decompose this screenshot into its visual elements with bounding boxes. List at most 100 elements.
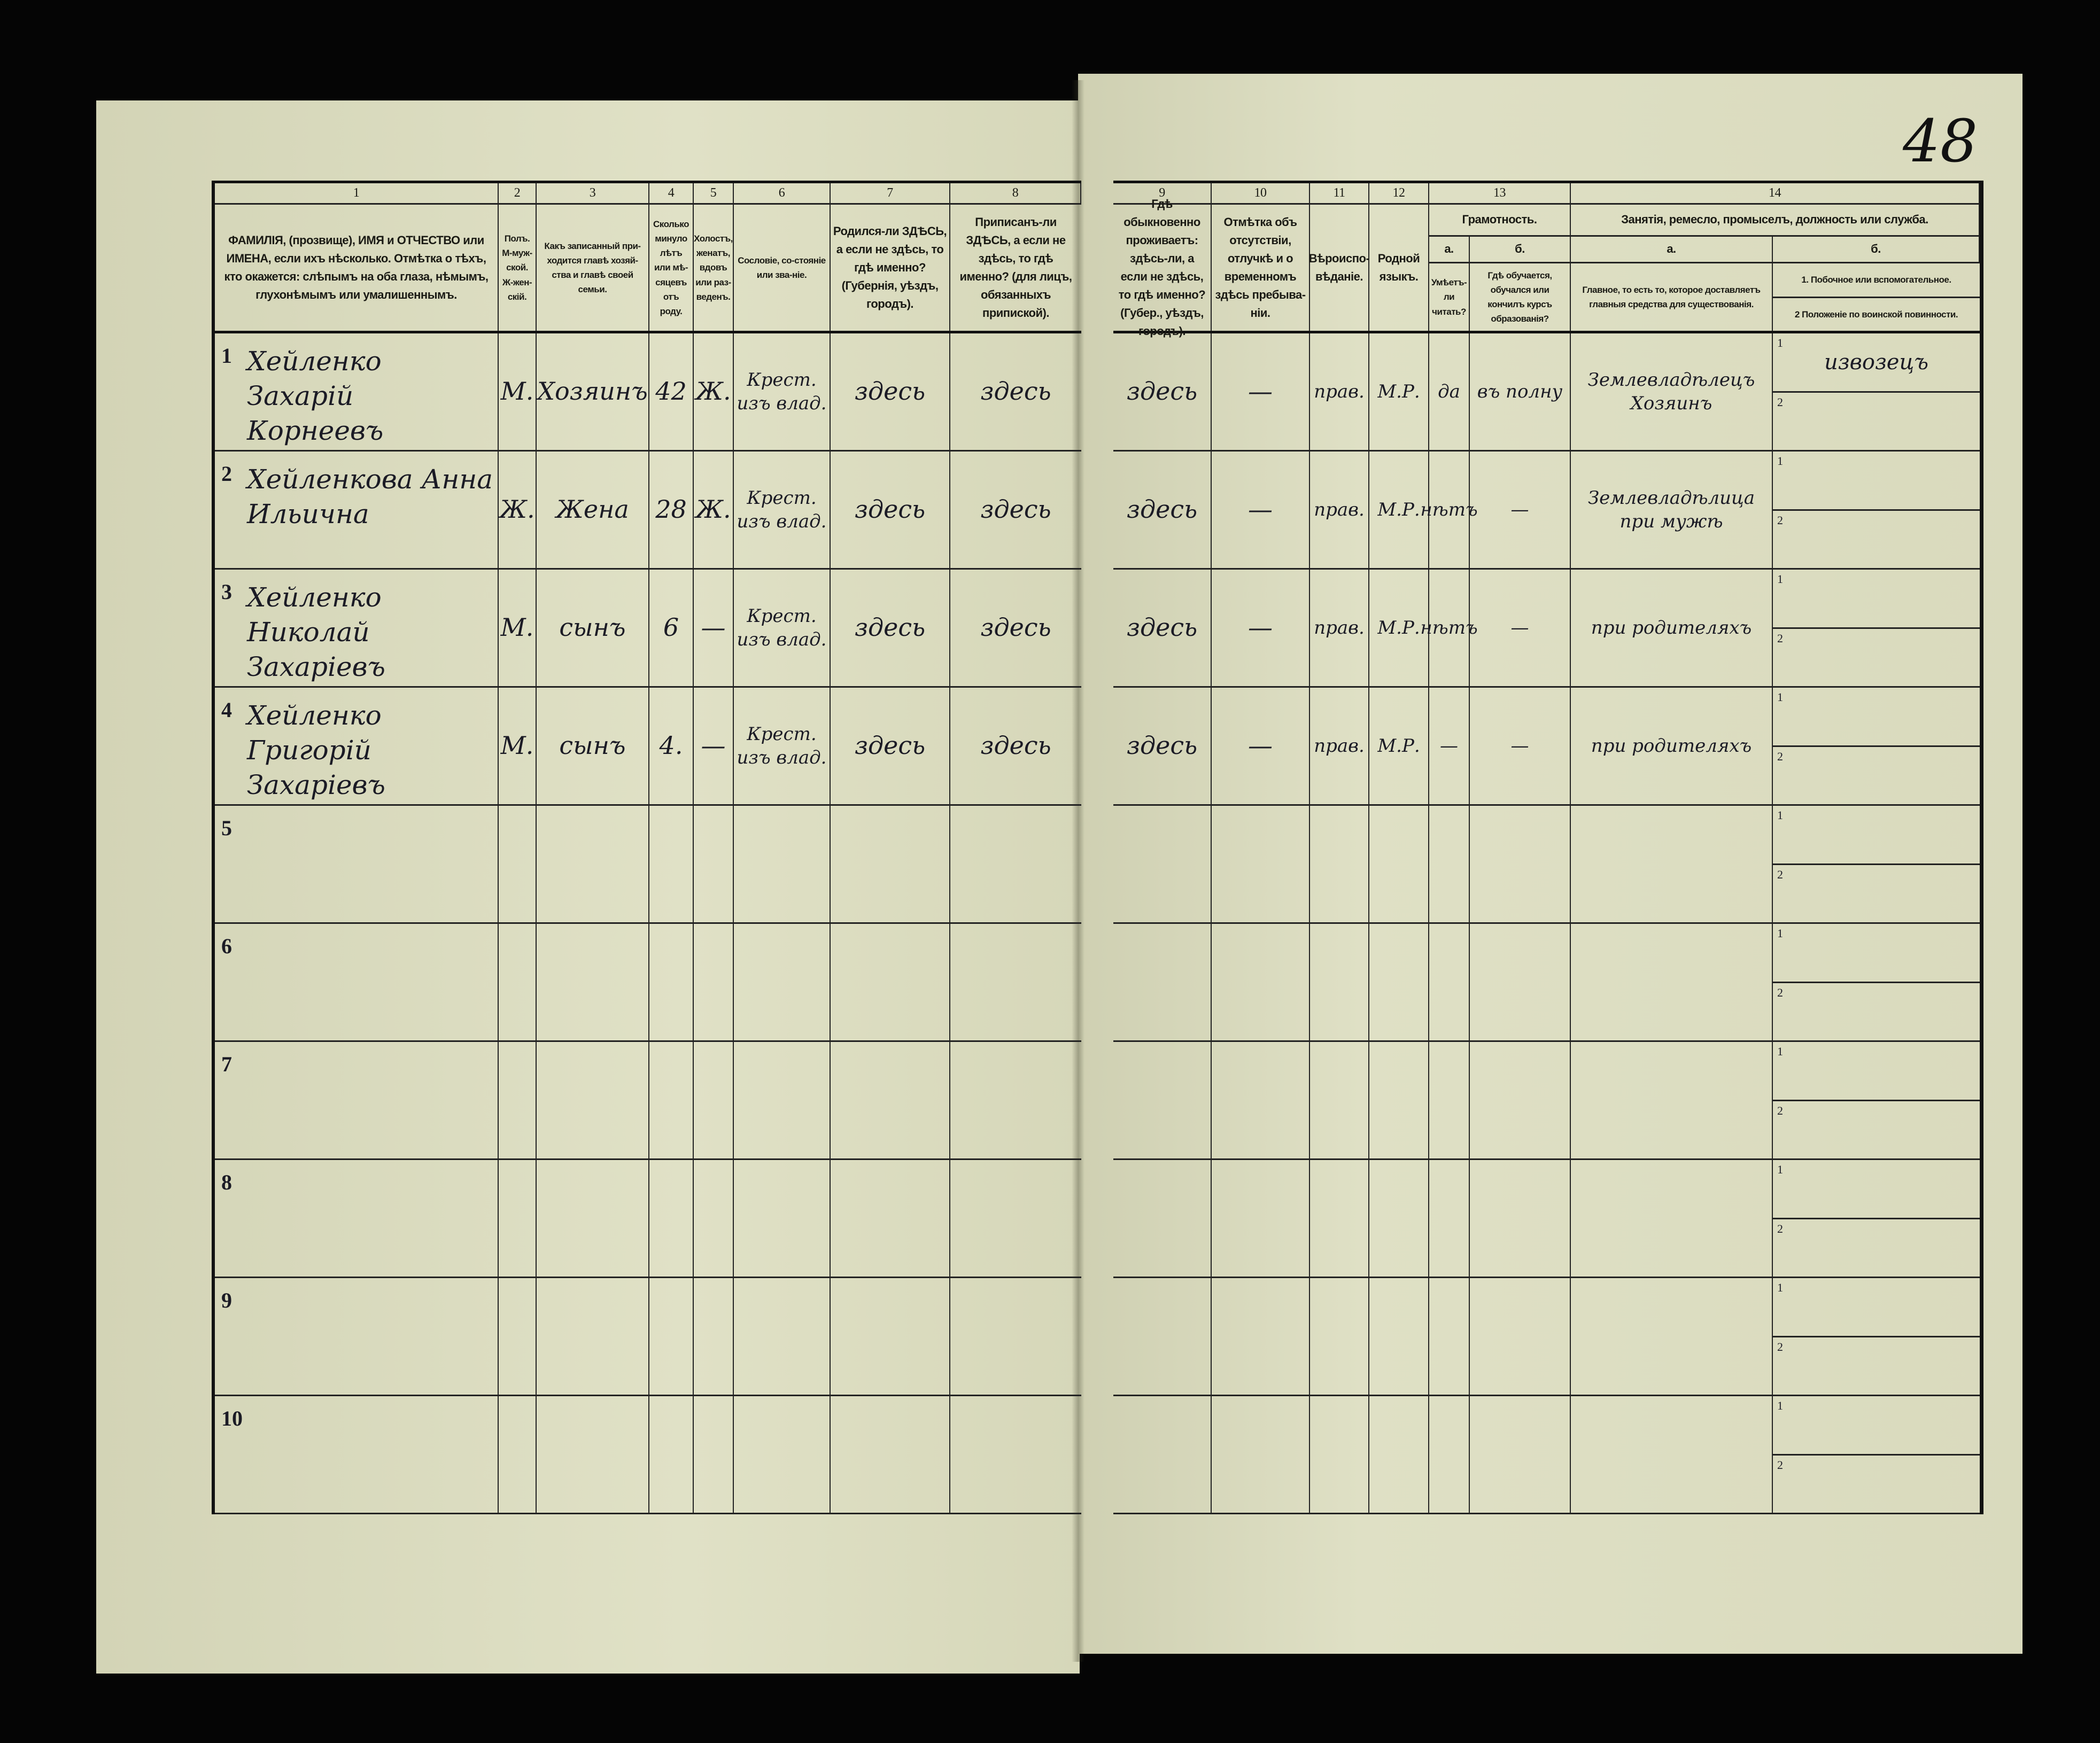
cell-age (649, 806, 694, 922)
cell-registered (950, 1396, 1081, 1513)
cell-name: 5 (215, 806, 499, 922)
cell-occupation (1571, 1396, 1773, 1513)
row-number: 8 (221, 1170, 232, 1194)
cell-age: 6 (649, 570, 694, 686)
cell-religion (1310, 1396, 1369, 1513)
header-military: 2 Положеніе по воинской повинности. (1794, 309, 1958, 320)
cell-education (1470, 924, 1571, 1040)
col-num: 3 (537, 183, 649, 205)
cell-occupation: Землевладѣлецъ Хозяинъ (1571, 333, 1773, 450)
sub-row-label: 1 (1777, 927, 1783, 940)
person-name: Хейленко Григорій Захаріевъ (247, 700, 385, 800)
cell-sex (499, 806, 537, 922)
header-language: Родной языкъ. (1369, 205, 1429, 331)
cell-residence (1113, 1042, 1212, 1158)
cell-marital (694, 1042, 734, 1158)
sub-row-label: 1 (1777, 1399, 1783, 1412)
cell-language (1369, 1278, 1429, 1395)
cell-secondary: 1 (1773, 924, 1980, 983)
cell-education (1470, 1160, 1571, 1277)
cell-marital (694, 1160, 734, 1277)
person-name: Хейленко Николай Захаріевъ (247, 582, 385, 682)
table-row: 4 Хейленко Григорій Захаріевъ М. сынъ 4. — Кре… (215, 688, 1081, 806)
cell-relation: сынъ (537, 570, 649, 686)
header-name: ФАМИЛІЯ, (прозвище), ИМЯ и ОТЧЕСТВО или … (215, 205, 499, 331)
table-row: 2 Хейленкова Анна Ильична Ж. Жена 28 Ж. Крест.… (215, 452, 1081, 570)
cell-military: 2 (1773, 1219, 1980, 1277)
sub-row-label: 1 (1777, 1281, 1783, 1294)
cell-sex: М. (499, 570, 537, 686)
cell-marital: Ж. (694, 452, 734, 568)
cell-residence (1113, 1396, 1212, 1513)
cell-marital (694, 924, 734, 1040)
cell-born (831, 1160, 950, 1277)
cell-relation: сынъ (537, 688, 649, 804)
cell-marital: — (694, 688, 734, 804)
cell-language (1369, 1396, 1429, 1513)
cell-registered (950, 1042, 1081, 1158)
sub-row-label: 1 (1777, 336, 1783, 349)
table-body-right: здесь — прав. М.Р. да въ полну Землевладѣлецъ … (1113, 333, 1980, 1514)
left-page (96, 100, 1080, 1674)
cell-absence (1212, 1160, 1310, 1277)
cell-estate (734, 806, 831, 922)
cell-born: здесь (831, 333, 950, 450)
cell-occupation (1571, 1042, 1773, 1158)
header-secondary-military: 1. Побочное или вспомогательное. 2 Полож… (1773, 263, 1980, 331)
cell-born: здесь (831, 688, 950, 804)
cell-age (649, 1396, 694, 1513)
table-row: 7 (215, 1042, 1081, 1160)
cell-religion (1310, 1160, 1369, 1277)
row-number: 10 (221, 1406, 243, 1430)
col-num: 1 (215, 183, 499, 205)
cell-occupation (1571, 924, 1773, 1040)
cell-occupation: при родителяхъ (1571, 688, 1773, 804)
cell-residence (1113, 1278, 1212, 1395)
table-row: здесь — прав. М.Р. — — при родителяхъ 1 2 (1113, 688, 1980, 806)
sub-row-label: 2 (1777, 749, 1783, 763)
cell-religion (1310, 1278, 1369, 1395)
cell-name: 10 (215, 1396, 499, 1513)
cell-estate (734, 1396, 831, 1513)
cell-name: 4 Хейленко Григорій Захаріевъ (215, 688, 499, 804)
cell-religion: прав. (1310, 333, 1369, 450)
col-num: 12 (1369, 183, 1429, 205)
cell-language: М.Р. (1369, 570, 1429, 686)
col-num: 7 (831, 183, 950, 205)
cell-education (1470, 1042, 1571, 1158)
person-name: Хейленкова Анна Ильична (247, 464, 493, 530)
cell-absence (1212, 1278, 1310, 1395)
cell-registered: здесь (980, 495, 1051, 524)
cell-age: 28 (649, 452, 694, 568)
cell-secondary-military: 1 2 (1773, 1278, 1980, 1395)
cell-literate (1429, 1042, 1470, 1158)
cell-absence (1212, 924, 1310, 1040)
header-born: Родился-ли ЗДѢСЬ, а если не здѣсь, то гд… (831, 205, 950, 331)
cell-military: 2 (1773, 511, 1980, 569)
cell-secondary: 1 (1773, 1042, 1980, 1101)
cell-occupation: при родителяхъ (1571, 570, 1773, 686)
cell-secondary: 1 (1773, 806, 1980, 865)
cell-literate: да (1429, 333, 1470, 450)
sub-row-label: 2 (1777, 513, 1783, 527)
cell-sex (499, 1278, 537, 1395)
header-sex: Полъ. М-муж-ской. Ж-жен-скій. (499, 205, 537, 331)
sub-row-label: 1 (1777, 690, 1783, 704)
table-header-right: 9 10 11 12 13 14 Гдѣ обыкновенно прожива… (1113, 181, 1980, 338)
col-num: 4 (649, 183, 694, 205)
cell-born (831, 1278, 950, 1395)
cell-absence (1212, 1042, 1310, 1158)
row-number: 9 (221, 1288, 232, 1312)
cell-born (831, 1042, 950, 1158)
cell-literate: нѣтъ (1420, 570, 1478, 686)
cell-estate: Крест. изъ влад. (734, 452, 831, 568)
cell-literate (1429, 806, 1470, 922)
cell-education (1470, 1278, 1571, 1395)
cell-marital (694, 806, 734, 922)
sub-row-label: 1 (1777, 572, 1783, 586)
cell-secondary-military: 1 извозецъ 2 (1773, 333, 1980, 450)
header-main-occupation: Главное, то есть то, которое доставляетъ… (1571, 263, 1773, 331)
cell-military: 2 (1773, 1337, 1980, 1395)
sub-row-label: 2 (1777, 867, 1783, 881)
cell-secondary-military: 1 2 (1773, 1042, 1980, 1158)
